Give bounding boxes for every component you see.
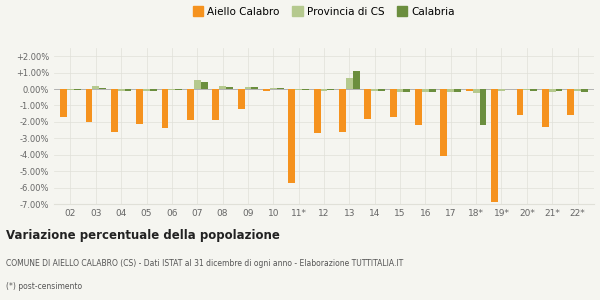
Bar	[111, 89, 118, 132]
Bar	[143, 89, 150, 91]
Bar	[169, 89, 175, 90]
Bar	[473, 89, 479, 93]
Text: Variazione percentuale della popolazione: Variazione percentuale della popolazione	[6, 229, 280, 242]
Bar	[581, 89, 588, 92]
Bar	[466, 89, 473, 91]
Bar	[523, 89, 530, 90]
Bar	[403, 89, 410, 92]
Bar	[440, 89, 448, 156]
Bar	[429, 89, 436, 92]
Bar	[60, 89, 67, 117]
Text: COMUNE DI AIELLO CALABRO (CS) - Dati ISTAT al 31 dicembre di ogni anno - Elabora: COMUNE DI AIELLO CALABRO (CS) - Dati IST…	[6, 259, 403, 268]
Bar	[328, 89, 334, 90]
Bar	[390, 89, 397, 117]
Bar	[150, 89, 157, 91]
Bar	[219, 86, 226, 89]
Bar	[320, 89, 328, 91]
Bar	[92, 86, 99, 89]
Bar	[314, 89, 320, 134]
Bar	[448, 89, 454, 92]
Bar	[238, 89, 245, 109]
Bar	[212, 89, 219, 120]
Bar	[302, 89, 309, 90]
Bar	[517, 89, 523, 115]
Bar	[263, 89, 270, 91]
Bar	[415, 89, 422, 125]
Bar	[397, 89, 403, 92]
Bar	[136, 89, 143, 124]
Bar	[161, 89, 169, 128]
Bar	[498, 89, 505, 91]
Bar	[270, 88, 277, 89]
Bar	[378, 89, 385, 91]
Bar	[542, 89, 549, 127]
Bar	[194, 80, 200, 89]
Bar	[346, 78, 353, 89]
Bar	[364, 89, 371, 118]
Bar	[245, 87, 251, 89]
Bar	[574, 89, 581, 91]
Bar	[295, 89, 302, 90]
Bar	[454, 89, 461, 92]
Bar	[556, 89, 562, 91]
Bar	[479, 89, 487, 125]
Bar	[371, 89, 378, 91]
Bar	[99, 88, 106, 89]
Bar	[86, 89, 92, 122]
Bar	[67, 89, 74, 90]
Bar	[353, 71, 359, 89]
Text: (*) post-censimento: (*) post-censimento	[6, 282, 82, 291]
Bar	[74, 89, 81, 90]
Bar	[289, 89, 295, 183]
Bar	[125, 89, 131, 91]
Bar	[251, 87, 258, 89]
Bar	[175, 89, 182, 90]
Bar	[549, 89, 556, 92]
Bar	[200, 82, 208, 89]
Bar	[277, 88, 284, 89]
Bar	[422, 89, 429, 92]
Bar	[226, 87, 233, 89]
Bar	[491, 89, 498, 202]
Legend: Aiello Calabro, Provincia di CS, Calabria: Aiello Calabro, Provincia di CS, Calabri…	[193, 6, 455, 16]
Bar	[339, 89, 346, 132]
Bar	[567, 89, 574, 115]
Bar	[118, 89, 125, 91]
Bar	[530, 89, 537, 91]
Bar	[187, 89, 194, 120]
